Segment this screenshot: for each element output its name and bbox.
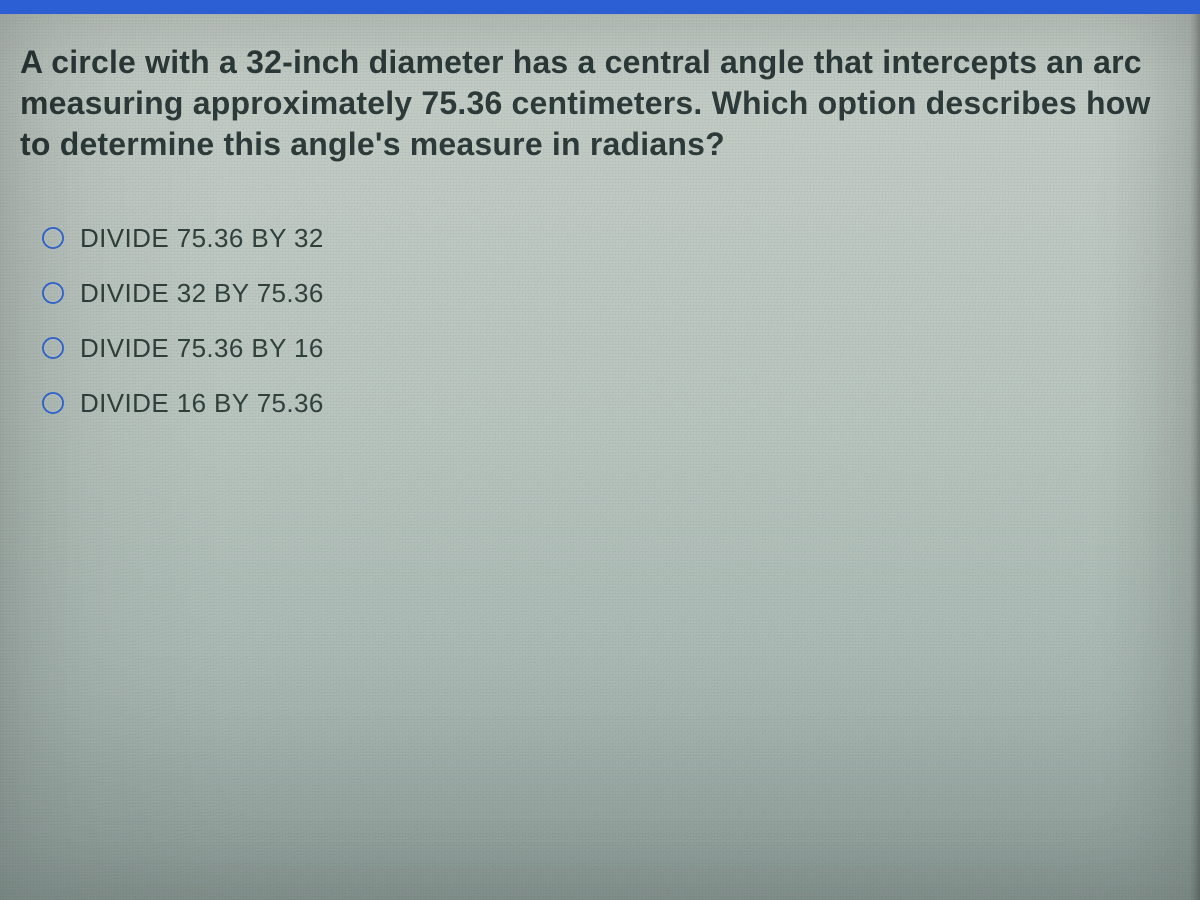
answer-option-label: DIVIDE 32 BY 75.36	[80, 278, 324, 309]
question-text: A circle with a 32-inch diameter has a c…	[20, 42, 1160, 165]
answer-option-label: DIVIDE 16 BY 75.36	[80, 388, 324, 419]
radio-icon[interactable]	[42, 282, 64, 304]
answer-option-4[interactable]: DIVIDE 16 BY 75.36	[42, 388, 324, 419]
window-top-accent-bar	[0, 0, 1200, 14]
question-panel: A circle with a 32-inch diameter has a c…	[0, 14, 1200, 900]
answer-options-group: DIVIDE 75.36 BY 32 DIVIDE 32 BY 75.36 DI…	[20, 223, 1176, 419]
answer-option-label: DIVIDE 75.36 BY 16	[80, 333, 324, 364]
radio-icon[interactable]	[42, 392, 64, 414]
screen-right-edge-shadow	[1190, 14, 1200, 900]
radio-icon[interactable]	[42, 227, 64, 249]
answer-option-label: DIVIDE 75.36 BY 32	[80, 223, 324, 254]
radio-icon[interactable]	[42, 337, 64, 359]
answer-option-1[interactable]: DIVIDE 75.36 BY 32	[42, 223, 324, 254]
answer-option-3[interactable]: DIVIDE 75.36 BY 16	[42, 333, 324, 364]
answer-option-2[interactable]: DIVIDE 32 BY 75.36	[42, 278, 324, 309]
